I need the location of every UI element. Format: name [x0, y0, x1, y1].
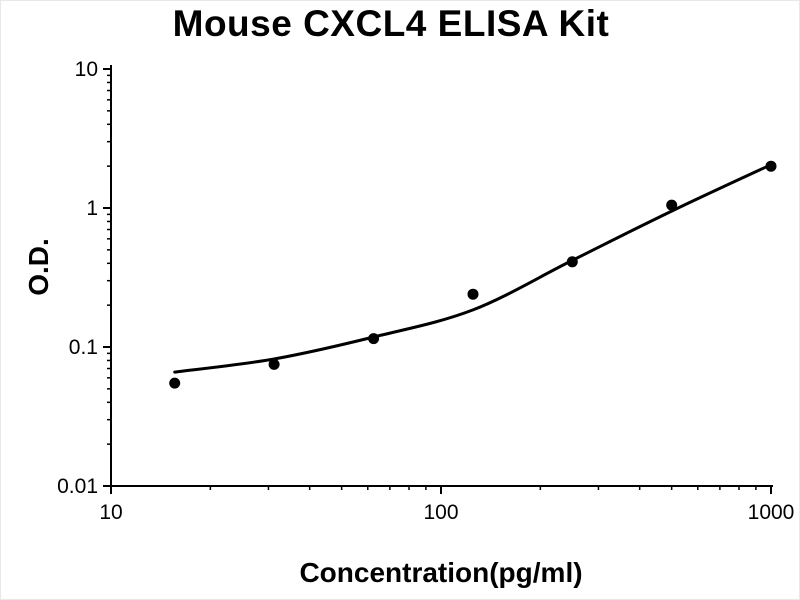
y-tick-label: 10	[75, 58, 98, 81]
chart-title: Mouse CXCL4 ELISA Kit	[172, 3, 610, 44]
data-point	[268, 358, 280, 370]
data-point	[566, 256, 578, 268]
data-point	[169, 377, 181, 389]
y-tick-label: 1	[86, 197, 98, 220]
y-tick-label: 0.1	[69, 336, 98, 359]
data-point	[765, 160, 777, 172]
x-tick-label: 10	[99, 501, 122, 524]
x-tick-label: 1000	[748, 501, 795, 524]
standard-curve-line	[173, 163, 773, 374]
x-axis-label: Concentration(pg/ml)	[299, 557, 583, 588]
data-point	[666, 199, 678, 211]
data-point	[368, 333, 380, 345]
data-point	[467, 288, 479, 300]
y-tick-label: 0.01	[57, 475, 98, 498]
x-tick-label: 100	[423, 501, 458, 524]
